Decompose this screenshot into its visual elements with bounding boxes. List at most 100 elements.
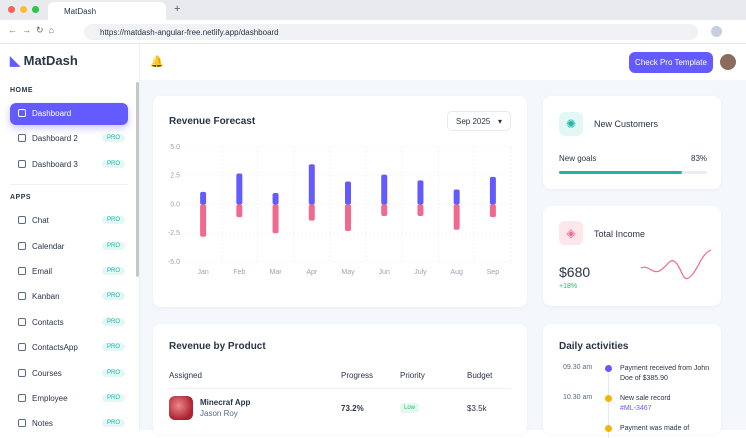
activity-time: 09.30 am: [563, 364, 593, 371]
tab[interactable]: MatDash: [48, 2, 166, 20]
top-header: 🔔 Check Pro Template: [140, 44, 746, 80]
activity-text: Payment was made of: [620, 425, 690, 432]
nav-icon: [18, 216, 26, 225]
nav-item[interactable]: Chat PRO: [10, 210, 128, 232]
nav-label: ContactsApp: [32, 343, 78, 353]
nav-item[interactable]: Dashboard 2 PRO: [10, 128, 128, 150]
nav-item[interactable]: Dashboard: [10, 103, 128, 125]
pro-badge: PRO: [102, 419, 126, 428]
tab-title: MatDash: [64, 7, 97, 16]
nav-label: Chat: [32, 216, 49, 226]
section-title: APPS: [10, 194, 32, 202]
product: Minecraf App: [200, 398, 251, 407]
bar: [236, 173, 243, 205]
total-income-card: ◈ Total Income $680 +18%: [543, 206, 721, 306]
pro-badge: PRO: [102, 343, 126, 352]
nav-icon: [18, 267, 26, 275]
nav-label: Notes: [32, 419, 53, 429]
pro-badge: PRO: [102, 241, 126, 250]
pro-badge: PRO: [102, 292, 126, 301]
button-label: Check Pro Template: [635, 58, 707, 67]
card-title: Total Income: [594, 229, 646, 239]
column-header: Priority: [400, 371, 425, 380]
section-title: HOME: [10, 87, 33, 94]
y-tick-label: -5.0: [168, 259, 180, 266]
sparkline: [640, 249, 712, 280]
activity-dot: [605, 395, 612, 402]
new-customers-card: ✺ New Customers New goals 83%: [543, 96, 721, 189]
activity-link: #ML-3467: [620, 405, 652, 412]
divider: [10, 184, 128, 186]
x-tick-label: July: [414, 269, 427, 276]
nav-item[interactable]: Notes PRO: [10, 413, 128, 435]
activity-time: 10.30 am: [563, 394, 593, 401]
period-select[interactable]: Sep 2025 ▾: [447, 111, 511, 131]
nav-icon: [18, 292, 26, 301]
activity-text: Payment received from John Doe of $385.9…: [620, 365, 710, 382]
nav-icon: [18, 109, 26, 117]
x-tick-label: Aug: [450, 269, 463, 276]
nav-icon: [18, 343, 26, 352]
pro-badge: PRO: [102, 394, 126, 402]
income-change: +18%: [559, 283, 578, 290]
nav-icon: [18, 317, 26, 326]
bar: [345, 204, 351, 231]
bar: [272, 193, 279, 205]
pro-badge: PRO: [102, 216, 126, 225]
bar: [381, 174, 388, 205]
nav-icon: [18, 134, 26, 143]
column-header: Progress: [341, 371, 374, 380]
nav-item[interactable]: ContactsApp PRO: [10, 337, 128, 359]
pro-badge: PRO: [102, 159, 126, 168]
logo: MatDash: [23, 53, 78, 68]
pro-badge: PRO: [102, 134, 126, 143]
nav-item[interactable]: Dashboard 3 PRO: [10, 154, 128, 176]
budget: $3.5k: [467, 404, 487, 413]
nav-icon: [18, 419, 26, 428]
bar: [381, 204, 388, 216]
bar: [345, 181, 351, 205]
nav-item[interactable]: Courses PRO: [10, 363, 128, 385]
pro-badge: PRO: [102, 317, 126, 326]
column-header: Assigned: [169, 371, 202, 380]
nav-icon: [18, 368, 26, 377]
nav-label: Courses: [32, 368, 62, 378]
nav-label: Email: [32, 267, 53, 276]
nav-item[interactable]: Calendar PRO: [10, 236, 128, 258]
bar: [272, 204, 279, 234]
url: https://matdash-angular-free.netlify.app…: [100, 28, 279, 37]
x-tick-label: Jun: [379, 269, 390, 276]
pro-button[interactable]: Check Pro Template: [629, 52, 713, 73]
goal-label: New goals: [559, 154, 597, 163]
y-tick-label: 2.5: [170, 173, 180, 180]
x-tick-label: Jan: [197, 269, 208, 276]
nav-item[interactable]: Employee PRO: [10, 388, 128, 410]
sidebar: ◣ MatDash HOME Dashboard Dashboard 2 PRO Das…: [0, 44, 140, 430]
goal-bar: [559, 171, 682, 174]
url-field[interactable]: https://matdash-angular-free.netlify.app…: [84, 24, 698, 40]
activity-dot: [605, 365, 612, 372]
bar: [236, 204, 243, 218]
nav-item[interactable]: Kanban PRO: [10, 286, 128, 308]
bar: [200, 204, 207, 237]
card-title: Daily activities: [559, 341, 629, 352]
nav-label: Dashboard 2: [32, 134, 78, 144]
goal-value: 83%: [691, 154, 708, 163]
priority: Low: [400, 403, 420, 413]
activity-dot: [605, 425, 612, 432]
revenue-by-product-card: Revenue by Product Assigned Progress Pri…: [153, 324, 527, 434]
nav-item[interactable]: Email PRO: [10, 261, 128, 283]
x-tick-label: Apr: [306, 269, 318, 276]
x-tick-label: May: [341, 269, 355, 276]
address-bar: ← → ↻ ⌂ https://matdash-angular-free.net…: [0, 20, 746, 44]
nav-icon: [18, 159, 26, 168]
nav-item[interactable]: Contacts PRO: [10, 312, 128, 334]
nav-label: Dashboard 3: [32, 159, 78, 169]
y-tick-label: 5.0: [170, 144, 180, 151]
bar: [417, 180, 424, 205]
bar: [453, 204, 460, 230]
y-tick-label: -2.5: [168, 230, 180, 237]
bar: [308, 164, 315, 205]
nav-label: Calendar: [32, 241, 65, 251]
